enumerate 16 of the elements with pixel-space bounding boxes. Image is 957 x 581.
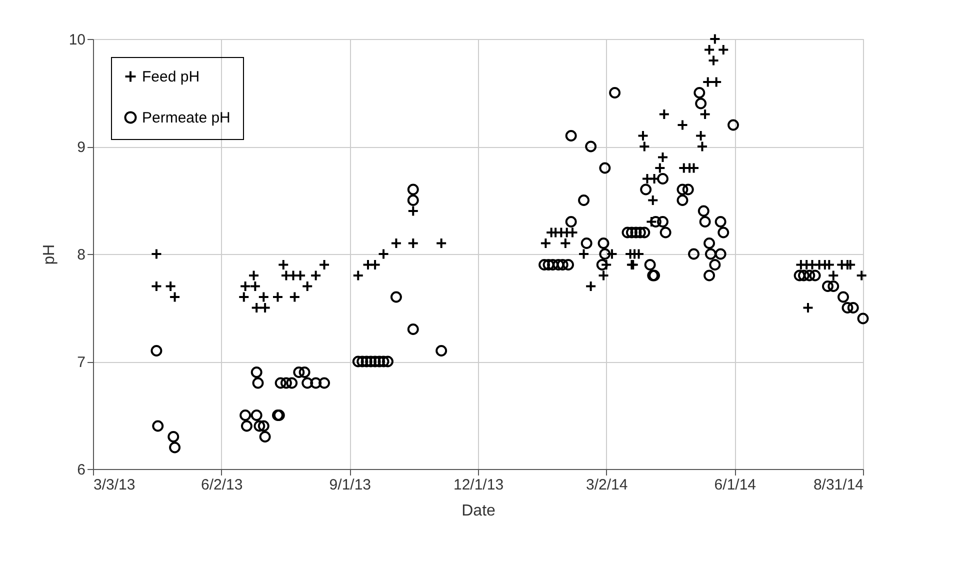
y-axis-title: pH	[40, 244, 58, 265]
legend-label: Feed pH	[142, 68, 200, 86]
x-tick-label: 3/2/14	[586, 476, 628, 494]
x-axis-title: Date	[462, 502, 496, 520]
x-tick-label: 6/1/14	[714, 476, 756, 494]
y-tick-label: 10	[68, 32, 86, 48]
x-tick-label: 6/2/13	[200, 476, 243, 494]
legend-label: Permeate pH	[142, 110, 230, 126]
x-tick-label: 9/1/13	[329, 476, 372, 494]
y-tick-label: 9	[77, 139, 86, 156]
x-tick-label: 3/3/13	[94, 476, 136, 494]
x-tick-label: 8/31/14	[813, 476, 864, 494]
y-tick-label: 7	[77, 354, 86, 371]
y-tick-label: 8	[77, 246, 86, 264]
x-tick-label: 12/1/13	[453, 476, 504, 494]
y-tick-label: 6	[77, 462, 86, 478]
